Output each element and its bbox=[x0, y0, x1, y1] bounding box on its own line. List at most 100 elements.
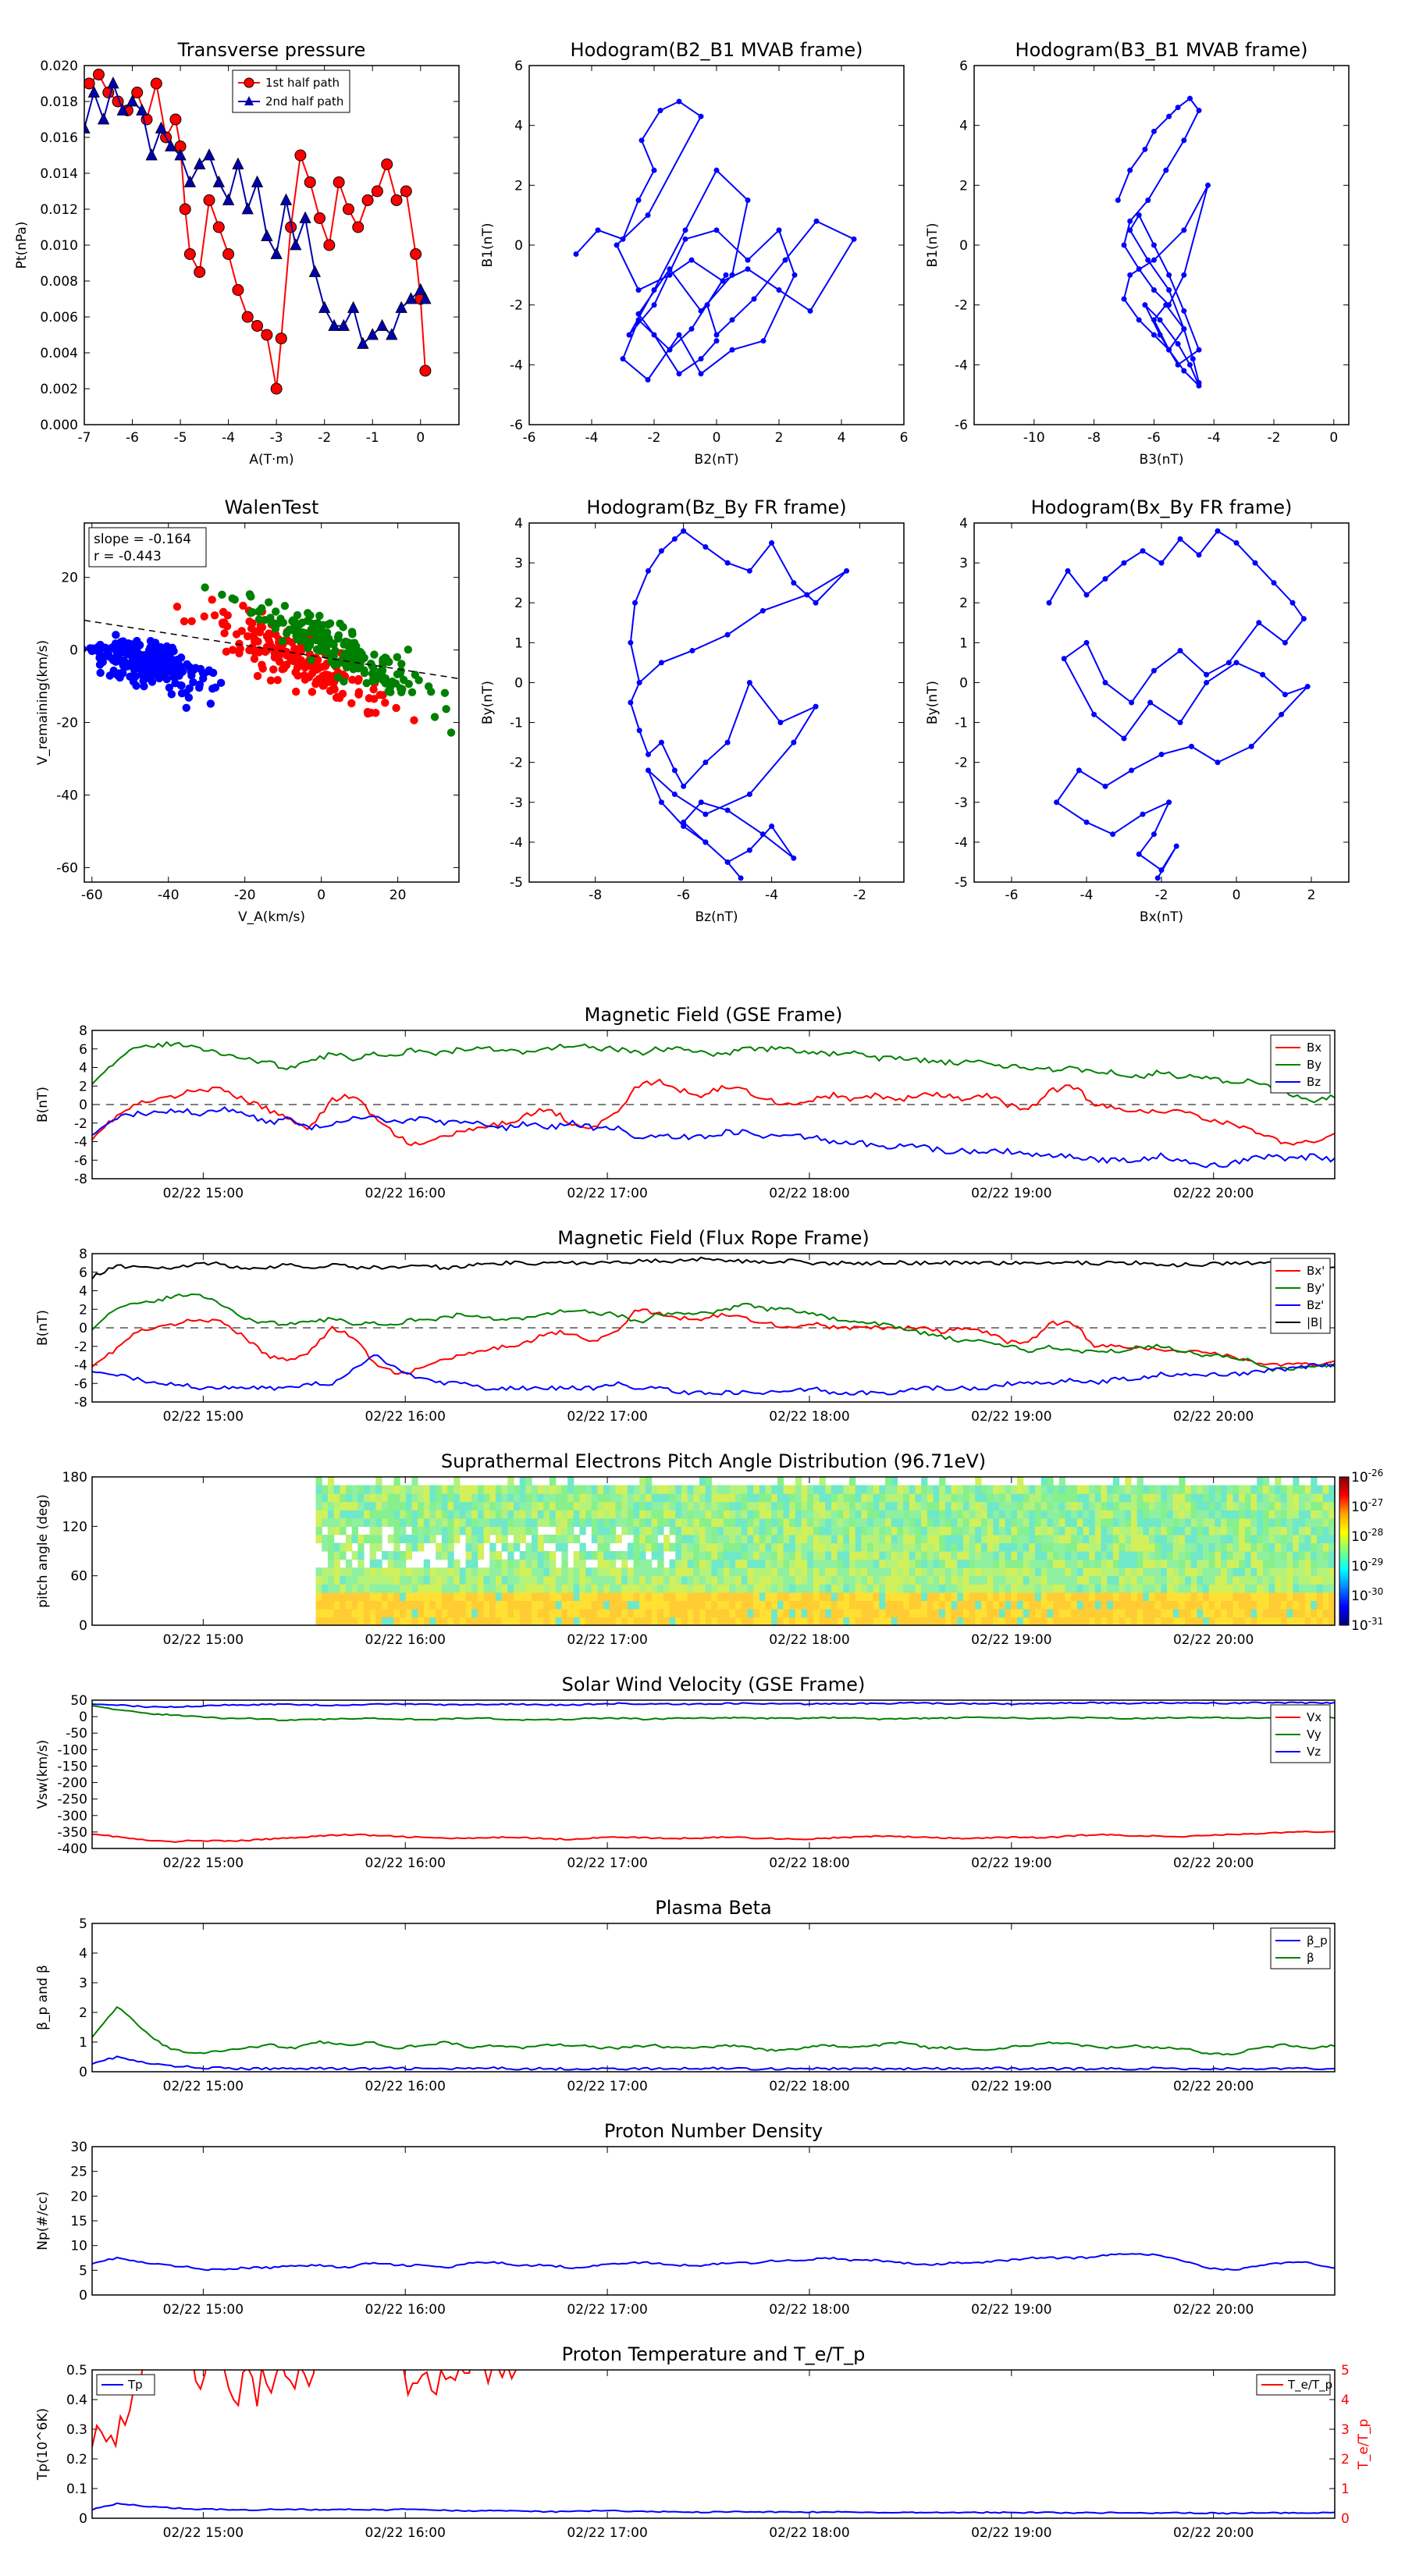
pitch-angle-heat-cell bbox=[465, 1534, 472, 1544]
pitch-angle-heat-cell bbox=[699, 1485, 706, 1494]
pitch-angle-heat-cell bbox=[1040, 1534, 1048, 1544]
pitch-angle-heat-cell bbox=[717, 1551, 724, 1560]
walen-test-data-point bbox=[210, 611, 219, 620]
pitch-angle-heat-cell bbox=[819, 1575, 826, 1585]
pitch-angle-heat-cell bbox=[813, 1510, 820, 1519]
pitch-angle-heat-cell bbox=[903, 1600, 910, 1610]
hodogram-b3-b1-data-point bbox=[1127, 272, 1133, 278]
plasma-beta-xtick-label: 02/22 19:00 bbox=[971, 2079, 1051, 2094]
proton-temperature-ytick-label: 0.3 bbox=[66, 2422, 87, 2438]
walen-test-data-point bbox=[311, 679, 320, 688]
pitch-angle-heat-cell bbox=[699, 1493, 706, 1503]
transverse-pressure-data-point bbox=[366, 328, 379, 340]
pitch-angle-heat-cell bbox=[927, 1526, 934, 1535]
pitch-angle-heat-cell bbox=[1094, 1584, 1102, 1593]
hodogram-bz-by-xtick-label: -8 bbox=[589, 888, 602, 903]
pitch-angle-heat-cell bbox=[795, 1517, 802, 1527]
pitch-angle-heat-cell bbox=[411, 1584, 418, 1593]
pitch-angle-heat-cell bbox=[848, 1600, 856, 1610]
pitch-angle-heat-cell bbox=[980, 1501, 988, 1510]
pitch-angle-heat-cell bbox=[747, 1592, 754, 1601]
pitch-angle-heat-cell bbox=[957, 1551, 964, 1560]
pitch-angle-heat-cell bbox=[909, 1567, 916, 1577]
walen-test-ytick-label: 20 bbox=[61, 571, 78, 586]
pitch-angle-heat-cell bbox=[753, 1559, 760, 1568]
pitch-angle-heat-cell bbox=[1053, 1600, 1060, 1610]
pitch-angle-heat-cell bbox=[1275, 1559, 1282, 1568]
transverse-pressure-xtick-label: -7 bbox=[78, 430, 91, 446]
pitch-angle-heat-cell bbox=[1101, 1510, 1108, 1519]
walen-test-data-point bbox=[299, 628, 308, 637]
pitch-angle-heat-cell bbox=[693, 1608, 700, 1618]
pitch-angle-heat-cell bbox=[573, 1575, 581, 1585]
plasma-beta-frame bbox=[91, 1923, 1336, 2073]
pitch-angle-heat-cell bbox=[550, 1575, 557, 1585]
pitch-angle-heat-cell bbox=[495, 1485, 503, 1494]
walen-test-data-point bbox=[404, 645, 413, 654]
magnetic-field-gse-xtick-label: 02/22 20:00 bbox=[1173, 1186, 1254, 1201]
pitch-angle-heat-cell bbox=[615, 1584, 622, 1593]
pitch-angle-heat-cell bbox=[879, 1584, 886, 1593]
pitch-angle-heat-cell bbox=[1197, 1542, 1204, 1552]
pitch-angle-heat-cell bbox=[903, 1567, 910, 1577]
pitch-angle-heat-cell bbox=[1280, 1551, 1288, 1560]
hodogram-b2-b1-data-point bbox=[682, 236, 688, 242]
walen-test-xtick-label: 20 bbox=[389, 888, 407, 903]
pitch-angle-heat-cell bbox=[675, 1517, 682, 1527]
pitch-angle-heat-cell bbox=[1275, 1600, 1282, 1610]
pitch-angle-heat-cell bbox=[747, 1542, 754, 1552]
pitch-angle-heat-cell bbox=[1221, 1617, 1228, 1625]
solar-wind-velocity-ytick-label: -150 bbox=[57, 1759, 87, 1774]
pitch-angle-heat-cell bbox=[639, 1608, 646, 1618]
solar-wind-velocity-legend-label: Vz bbox=[1307, 1745, 1321, 1759]
pitch-angle-heat-cell bbox=[1197, 1493, 1204, 1503]
pitch-angle-heat-cell bbox=[921, 1567, 928, 1577]
pitch-angle-heat-cell bbox=[783, 1526, 790, 1535]
pitch-angle-heat-cell bbox=[891, 1551, 898, 1560]
pitch-angle-heat-cell bbox=[1286, 1567, 1293, 1577]
pitch-angle-heat-cell bbox=[1136, 1542, 1144, 1552]
pitch-angle-heat-cell bbox=[944, 1551, 952, 1560]
pitch-angle-heat-cell bbox=[477, 1575, 485, 1585]
pitch-angle-heat-cell bbox=[831, 1559, 838, 1568]
pitch-angle-heat-cell bbox=[1011, 1542, 1018, 1552]
pitch-angle-heat-cell bbox=[962, 1542, 970, 1552]
pitch-angle-heat-cell bbox=[441, 1534, 449, 1544]
pitch-angle-colorbar-exponent: -27 bbox=[1368, 1497, 1384, 1508]
pitch-angle-heat-cell bbox=[507, 1493, 514, 1503]
time-series-panels: Magnetic Field (GSE Frame)-8-6-4-202468B… bbox=[35, 1004, 1383, 2541]
pitch-angle-heat-cell bbox=[951, 1510, 958, 1519]
pitch-angle-heat-cell bbox=[765, 1584, 772, 1593]
plasma-beta-legend-label: β bbox=[1307, 1951, 1314, 1965]
pitch-angle-heat-cell bbox=[1244, 1485, 1252, 1494]
pitch-angle-heat-cell bbox=[651, 1526, 658, 1535]
hodogram-b3-b1-xtick-label: -10 bbox=[1023, 430, 1045, 446]
walen-test-data-point bbox=[264, 598, 273, 607]
pitch-angle-colorbar-label: 10-30 bbox=[1351, 1586, 1383, 1604]
transverse-pressure-data-point bbox=[116, 103, 129, 116]
pitch-angle-heat-cell bbox=[969, 1526, 976, 1535]
pitch-angle-heat-cell bbox=[567, 1526, 574, 1535]
pitch-angle-heat-cell bbox=[933, 1534, 940, 1544]
pitch-angle-heat-cell bbox=[903, 1608, 910, 1618]
pitch-angle-heat-cell bbox=[322, 1517, 329, 1527]
pitch-angle-heat-cell bbox=[1197, 1559, 1204, 1568]
pitch-angle-heat-cell bbox=[447, 1575, 454, 1585]
pitch-angle-heat-cell bbox=[418, 1501, 425, 1510]
pitch-angle-heat-cell bbox=[609, 1501, 617, 1510]
pitch-angle-heat-cell bbox=[651, 1592, 658, 1601]
pitch-angle-heat-cell bbox=[921, 1526, 928, 1535]
pitch-angle-heat-cell bbox=[1226, 1567, 1234, 1577]
hodogram-bz-by-data-point bbox=[769, 540, 775, 546]
pitch-angle-heat-cell bbox=[537, 1617, 544, 1625]
pitch-angle-heat-cell bbox=[1029, 1608, 1036, 1618]
pitch-angle-heat-cell bbox=[363, 1567, 371, 1577]
pitch-angle-heat-cell bbox=[1203, 1493, 1210, 1503]
pitch-angle-heat-cell bbox=[1257, 1510, 1264, 1519]
transverse-pressure-data-point bbox=[87, 85, 100, 98]
pitch-angle-heat-cell bbox=[483, 1575, 490, 1585]
pitch-angle-heat-cell bbox=[1136, 1617, 1144, 1625]
pitch-angle-heat-cell bbox=[729, 1584, 736, 1593]
pitch-angle-heat-cell bbox=[1148, 1510, 1156, 1519]
hodogram-b2-b1-data-point bbox=[776, 287, 782, 293]
